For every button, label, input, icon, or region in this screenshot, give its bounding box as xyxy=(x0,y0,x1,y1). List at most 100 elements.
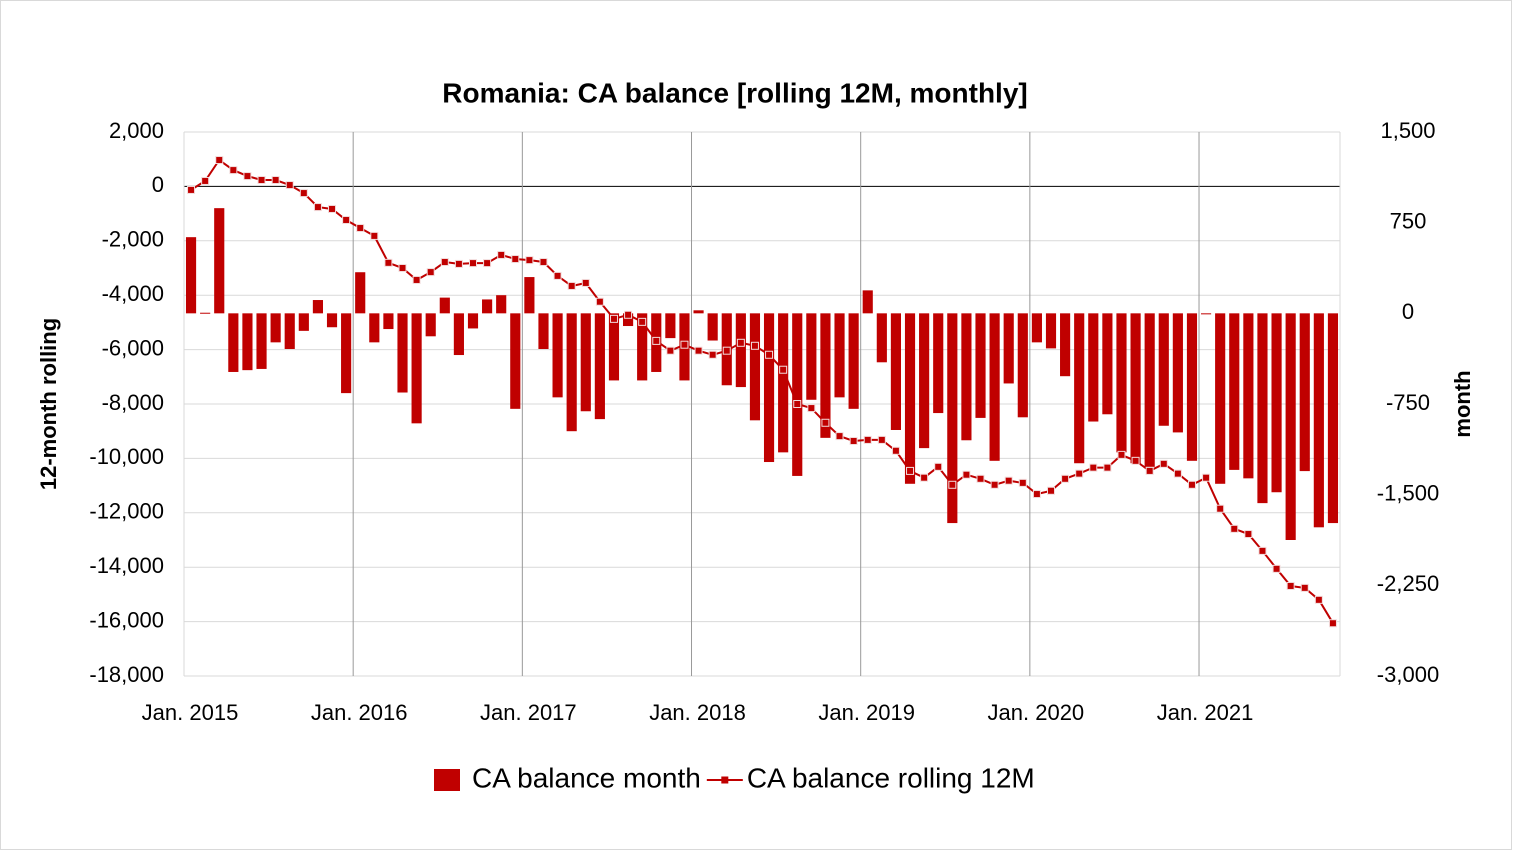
line-marker xyxy=(1061,474,1070,483)
line-marker xyxy=(750,341,759,350)
bar xyxy=(665,313,676,339)
y2-axis-title: month xyxy=(1450,370,1475,437)
line-marker xyxy=(440,258,449,267)
line-marker xyxy=(1272,564,1281,573)
bar xyxy=(270,313,281,343)
bar xyxy=(637,313,648,381)
bar xyxy=(806,313,817,400)
line-marker xyxy=(736,338,745,347)
legend-label: CA balance rolling 12M xyxy=(747,762,1035,793)
line-marker xyxy=(793,400,802,408)
bar xyxy=(1327,313,1339,524)
line-marker xyxy=(1004,476,1013,485)
bar xyxy=(763,313,775,463)
bar xyxy=(1102,313,1113,415)
line-marker xyxy=(187,185,196,194)
bar xyxy=(876,313,887,363)
line-marker xyxy=(1047,486,1055,495)
y2-tick-label: 1,500 xyxy=(1380,118,1435,143)
bar xyxy=(1158,313,1169,426)
bar xyxy=(890,313,902,430)
bar xyxy=(862,290,873,314)
bar xyxy=(467,313,479,329)
line-marker xyxy=(1328,619,1337,628)
line-marker xyxy=(1032,490,1041,499)
line-marker xyxy=(1244,530,1253,539)
bar xyxy=(919,313,930,449)
y-tick-label: -12,000 xyxy=(89,499,164,524)
bar xyxy=(214,208,225,314)
line-marker xyxy=(891,446,900,455)
bar xyxy=(256,313,267,369)
bar xyxy=(1285,313,1296,540)
line-marker xyxy=(652,336,661,345)
bar xyxy=(792,313,803,476)
bar xyxy=(1257,313,1268,504)
line-marker xyxy=(722,346,731,355)
bar xyxy=(397,313,408,393)
bar xyxy=(933,313,944,414)
y-tick-label: -8,000 xyxy=(102,390,164,415)
bar xyxy=(185,237,197,314)
line-marker xyxy=(1286,581,1295,590)
bar xyxy=(200,312,211,314)
line-marker xyxy=(835,432,844,441)
bar xyxy=(989,313,1000,461)
y-tick-label: -18,000 xyxy=(89,662,164,687)
bar xyxy=(1229,313,1240,470)
line-marker xyxy=(497,250,506,259)
bar xyxy=(552,313,563,398)
line-marker xyxy=(525,256,534,265)
bar xyxy=(298,313,309,331)
line-marker xyxy=(849,436,858,445)
x-tick-label: Jan. 2020 xyxy=(988,700,1085,725)
bar xyxy=(496,295,507,314)
bar xyxy=(975,313,986,418)
line-marker xyxy=(807,404,816,413)
bar xyxy=(1017,313,1028,418)
line-marker xyxy=(976,474,985,483)
line-marker xyxy=(779,365,788,374)
y-tick-label: -16,000 xyxy=(89,607,164,632)
bar xyxy=(369,313,380,343)
line-marker xyxy=(666,346,675,355)
line-marker xyxy=(215,156,224,165)
line-marker xyxy=(1145,466,1154,475)
line-marker xyxy=(1314,595,1323,604)
line-marker xyxy=(201,176,210,185)
bar xyxy=(580,313,591,412)
line-marker xyxy=(1089,463,1098,472)
bar xyxy=(1215,313,1226,484)
line-marker xyxy=(553,271,562,280)
line-marker xyxy=(581,278,590,287)
line-marker xyxy=(1216,504,1225,513)
line-marker xyxy=(1103,463,1112,472)
line-marker xyxy=(1173,469,1182,478)
bar xyxy=(947,313,958,524)
y-tick-label: 2,000 xyxy=(109,118,164,143)
bar xyxy=(622,313,634,327)
bar xyxy=(1200,313,1212,315)
bar xyxy=(510,313,521,409)
line-marker xyxy=(1117,450,1126,459)
line-marker xyxy=(1159,459,1168,468)
bar xyxy=(1144,313,1155,467)
bar xyxy=(608,313,620,381)
bar xyxy=(1271,313,1282,493)
line-marker xyxy=(1131,456,1140,465)
y2-tick-label: 0 xyxy=(1402,299,1414,324)
line-marker xyxy=(920,473,929,482)
line xyxy=(190,158,1334,624)
y-tick-label: -6,000 xyxy=(102,335,164,360)
bar xyxy=(566,313,577,432)
line-marker xyxy=(299,189,308,198)
bar xyxy=(1313,313,1324,528)
x-tick-label: Jan. 2019 xyxy=(818,700,915,725)
bar xyxy=(1243,313,1254,479)
bar xyxy=(439,297,450,314)
y-axis-title: 12-month rolling xyxy=(36,318,61,490)
bar xyxy=(904,313,916,484)
line-marker xyxy=(243,172,252,181)
line-marker xyxy=(1300,583,1309,592)
bar xyxy=(1299,313,1310,472)
